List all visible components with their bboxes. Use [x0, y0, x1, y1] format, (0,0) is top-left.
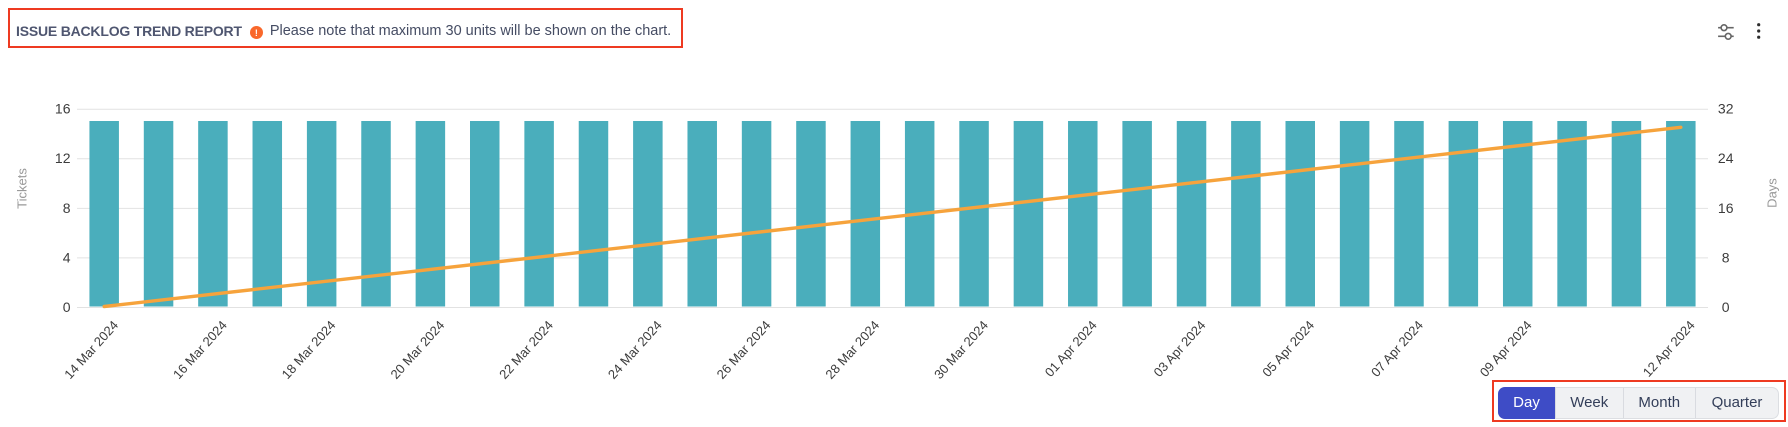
svg-text:Days: Days [1765, 178, 1780, 208]
svg-text:32: 32 [1718, 101, 1734, 117]
svg-text:05 Apr 2024: 05 Apr 2024 [1259, 318, 1317, 380]
svg-text:4: 4 [63, 249, 71, 265]
svg-text:24: 24 [1718, 150, 1734, 166]
svg-text:24 Mar 2024: 24 Mar 2024 [605, 318, 665, 382]
svg-text:12: 12 [55, 150, 71, 166]
svg-text:8: 8 [1722, 249, 1730, 265]
svg-text:12 Apr 2024: 12 Apr 2024 [1640, 318, 1698, 380]
svg-text:26 Mar 2024: 26 Mar 2024 [714, 318, 774, 382]
svg-text:Tickets: Tickets [14, 168, 29, 209]
svg-text:20 Mar 2024: 20 Mar 2024 [387, 318, 447, 382]
svg-text:01 Apr 2024: 01 Apr 2024 [1042, 318, 1100, 380]
svg-text:22 Mar 2024: 22 Mar 2024 [496, 318, 556, 382]
svg-text:09 Apr 2024: 09 Apr 2024 [1477, 318, 1535, 380]
svg-text:8: 8 [63, 200, 71, 216]
svg-text:16 Mar 2024: 16 Mar 2024 [170, 318, 230, 382]
svg-text:14 Mar 2024: 14 Mar 2024 [61, 318, 121, 382]
svg-text:16: 16 [55, 101, 71, 117]
svg-text:16: 16 [1718, 200, 1734, 216]
svg-text:03 Apr 2024: 03 Apr 2024 [1150, 318, 1208, 380]
svg-text:0: 0 [63, 299, 71, 315]
svg-text:28 Mar 2024: 28 Mar 2024 [822, 318, 882, 382]
svg-text:07 Apr 2024: 07 Apr 2024 [1368, 318, 1426, 380]
svg-text:30 Mar 2024: 30 Mar 2024 [931, 318, 991, 382]
svg-text:18 Mar 2024: 18 Mar 2024 [279, 318, 339, 382]
svg-text:0: 0 [1722, 299, 1730, 315]
